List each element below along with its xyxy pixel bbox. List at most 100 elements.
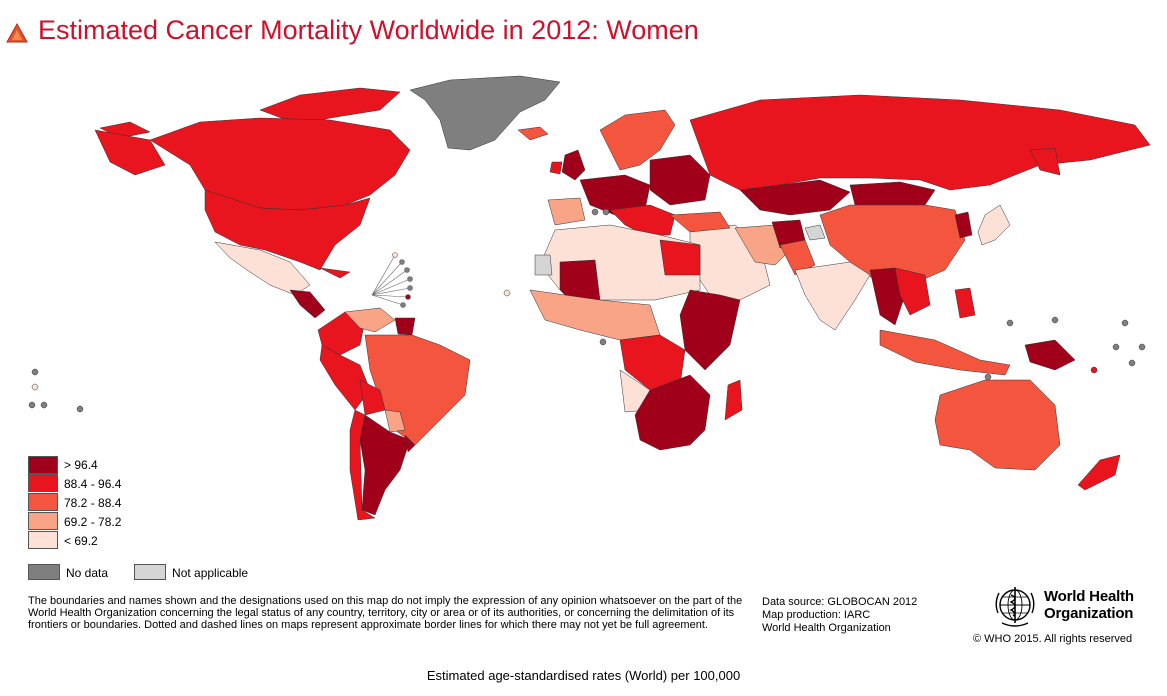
copyright: © WHO 2015. All rights reserved: [973, 633, 1133, 645]
island-dot: [602, 208, 610, 216]
region-philippines: [954, 287, 976, 319]
region-kazakhstan: [739, 179, 851, 216]
region-egypt: [659, 239, 701, 276]
island-dot: [984, 373, 992, 381]
region-peru: [319, 344, 371, 411]
source-block: Data source: GLOBOCAN 2012 Map productio…: [762, 596, 917, 635]
who-logo: World Health Organization: [990, 583, 1160, 627]
source-production: Map production: IARC: [762, 609, 871, 621]
who-name-line1: World Health: [1044, 588, 1134, 605]
source-data: Data source: GLOBOCAN 2012: [762, 596, 918, 608]
region-usa: [204, 189, 371, 271]
island-dot: [1138, 343, 1146, 351]
region-central-america: [289, 289, 326, 319]
legend-class-2: 88.4 - 96.4: [28, 474, 121, 493]
island-dot: [591, 208, 599, 216]
island-dot: [399, 259, 405, 265]
region-turkey: [669, 211, 731, 233]
region-japan: [977, 204, 1011, 246]
disclaimer: The boundaries and names shown and the d…: [28, 595, 743, 631]
region-greenland: [409, 75, 561, 151]
legend-swatch: [28, 512, 58, 530]
island-dot: [503, 289, 511, 297]
region-uruguay: [404, 434, 416, 453]
region-new-guinea: [1024, 339, 1076, 371]
legend-special: No data Not applicable: [28, 564, 249, 580]
region-iberia: [547, 197, 586, 226]
region-scandinavia: [599, 109, 676, 171]
region-italy-balkans: [609, 204, 676, 236]
region-venezuela: [344, 307, 396, 333]
island-dot: [1128, 359, 1136, 367]
island-dot: [1006, 319, 1014, 327]
region-pakistan: [779, 239, 816, 276]
legend-swatch: [28, 493, 58, 511]
no-data-label: No data: [66, 565, 109, 580]
warning-triangle-icon: [6, 22, 28, 43]
not-applicable-label: Not applicable: [172, 565, 249, 580]
region-kamchatka: [1029, 147, 1061, 176]
island-dot: [599, 338, 607, 346]
who-name-line2: Organization: [1044, 605, 1134, 622]
region-uk: [561, 149, 586, 181]
region-new-zealand: [1077, 454, 1121, 491]
legend-class-4: 69.2 - 78.2: [28, 512, 121, 531]
region-indochina: [894, 267, 931, 316]
island-dot: [1090, 366, 1098, 374]
region-india: [794, 261, 871, 331]
legend-swatch: [28, 531, 58, 549]
not-applicable-swatch: [134, 564, 167, 580]
region-east-africa: [679, 289, 741, 371]
island-dot: [28, 401, 36, 409]
region-kashmir: [804, 224, 826, 241]
legend-label: 88.4 - 96.4: [64, 476, 122, 491]
island-dot: [404, 267, 410, 273]
island-dot: [407, 276, 413, 282]
legend-label: > 96.4: [64, 457, 98, 472]
region-cuba: [319, 267, 351, 279]
legend-class-1: > 96.4: [28, 455, 121, 474]
footer-caption: Estimated age-standardised rates (World)…: [426, 668, 741, 683]
region-western-sahara: [534, 254, 553, 276]
region-argentina: [359, 414, 411, 516]
who-name: World Health Organization: [1044, 588, 1134, 622]
region-southern-africa: [634, 374, 711, 451]
region-china: [819, 204, 966, 286]
region-eastern-europe: [649, 154, 711, 206]
island-dot: [1051, 316, 1059, 324]
legend-class-5: < 69.2: [28, 531, 121, 550]
island-dot: [40, 401, 48, 409]
region-russia: [689, 94, 1151, 191]
legend-swatch: [28, 455, 58, 474]
region-paraguay: [384, 409, 406, 433]
island-dot: [31, 368, 39, 376]
legend-swatch: [28, 474, 58, 492]
legend: > 96.4 88.4 - 96.4 78.2 - 88.4 69.2 - 78…: [28, 455, 121, 550]
island-dot: [76, 405, 84, 413]
legend-label: 69.2 - 78.2: [64, 514, 122, 529]
region-guianas: [394, 317, 416, 336]
legend-class-3: 78.2 - 88.4: [28, 493, 121, 512]
region-australia: [934, 379, 1061, 471]
region-alaska: [94, 129, 166, 176]
region-myanmar-thailand: [869, 267, 906, 326]
island-dot: [1121, 319, 1129, 327]
source-org: World Health Organization: [762, 622, 891, 634]
region-korea: [954, 211, 973, 239]
region-iceland: [517, 126, 549, 141]
island-dot: [407, 285, 413, 291]
island-dot: [405, 294, 411, 300]
no-data-swatch: [28, 564, 60, 580]
region-chile: [349, 409, 376, 520]
region-ireland: [549, 161, 563, 175]
legend-label: 78.2 - 88.4: [64, 495, 122, 510]
region-indonesia: [879, 329, 1011, 376]
island-dot: [392, 252, 398, 258]
legend-label: < 69.2: [64, 533, 98, 548]
world-map: [28, 75, 1151, 520]
who-block: World Health Organization © WHO 2015. Al…: [973, 583, 1160, 645]
island-dot: [400, 302, 406, 308]
island-dot: [31, 383, 39, 391]
region-canada: [149, 117, 411, 213]
page-title: Estimated Cancer Mortality Worldwide in …: [38, 14, 699, 45]
